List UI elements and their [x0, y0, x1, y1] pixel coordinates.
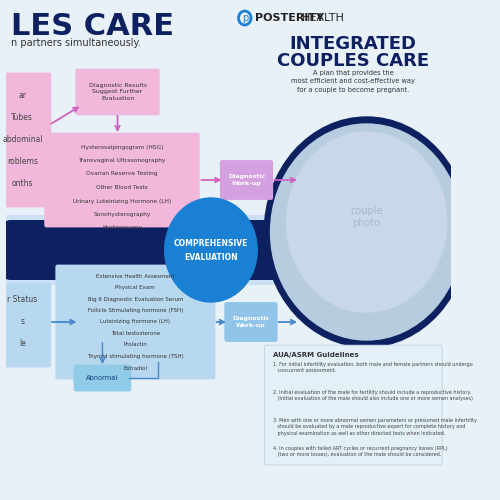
Text: Extensive Health Assesment: Extensive Health Assesment	[96, 274, 174, 278]
FancyBboxPatch shape	[0, 220, 458, 280]
Text: onths: onths	[12, 178, 33, 188]
Text: n partners simultaneously.: n partners simultaneously.	[11, 38, 140, 48]
FancyBboxPatch shape	[74, 364, 132, 392]
FancyBboxPatch shape	[0, 282, 51, 368]
FancyBboxPatch shape	[56, 264, 216, 380]
Text: Luteinizing Hormone (LH): Luteinizing Hormone (LH)	[100, 320, 170, 324]
Circle shape	[264, 117, 469, 347]
Text: COMPREHENSIVE: COMPREHENSIVE	[174, 240, 248, 248]
Text: Diagnostic
Work-up: Diagnostic Work-up	[232, 316, 270, 328]
Text: Big 6 Diagnostic Evaluation Serum: Big 6 Diagnostic Evaluation Serum	[88, 296, 183, 302]
Text: 2. Initial evaluation of the male for fertility should include a reproductive hi: 2. Initial evaluation of the male for fe…	[273, 390, 473, 402]
Text: Diagnostic Results
Suggest Further
Evaluation: Diagnostic Results Suggest Further Evalu…	[88, 84, 146, 100]
Text: Tubes: Tubes	[12, 112, 34, 122]
Text: A plan that provides the
most efficient and cost-effective way
for a couple to b: A plan that provides the most efficient …	[292, 70, 415, 93]
FancyBboxPatch shape	[220, 160, 273, 200]
Text: EVALUATION: EVALUATION	[184, 254, 238, 262]
Text: Physical Exam: Physical Exam	[116, 285, 155, 290]
FancyBboxPatch shape	[264, 345, 442, 465]
Text: 1. For initial infertility evaluation, both male and female partners should unde: 1. For initial infertility evaluation, b…	[273, 362, 473, 374]
Text: 3. Men with one or more abnormal semen parameters or presumed male infertility
 : 3. Men with one or more abnormal semen p…	[273, 418, 477, 436]
Text: Sonohysterography: Sonohysterography	[94, 212, 150, 217]
Text: Estradiol: Estradiol	[124, 366, 148, 370]
FancyBboxPatch shape	[76, 68, 160, 116]
Text: INTEGRATED: INTEGRATED	[290, 35, 417, 53]
Text: Transvaginal Ultrasonography: Transvaginal Ultrasonography	[78, 158, 166, 163]
FancyBboxPatch shape	[6, 215, 451, 285]
Circle shape	[164, 198, 257, 302]
Text: 4. In couples with failed ART cycles or recurrent pregnancy losses (RPL)
   (two: 4. In couples with failed ART cycles or …	[273, 446, 448, 458]
Text: p: p	[242, 13, 248, 23]
Text: Abnormal: Abnormal	[86, 375, 118, 381]
Text: POSTERITY: POSTERITY	[256, 13, 324, 23]
Text: r Status: r Status	[7, 296, 38, 304]
Circle shape	[270, 124, 462, 340]
Text: Diagnostic
Work-up: Diagnostic Work-up	[228, 174, 265, 186]
Text: Hysteroscopy: Hysteroscopy	[102, 226, 142, 230]
FancyBboxPatch shape	[44, 132, 200, 228]
FancyBboxPatch shape	[224, 302, 278, 342]
Text: abdominal: abdominal	[2, 134, 42, 143]
Text: ar: ar	[18, 90, 26, 100]
Text: s: s	[20, 318, 24, 326]
Text: Prolactin: Prolactin	[124, 342, 147, 347]
Text: Ovarian Reserve Testing: Ovarian Reserve Testing	[86, 172, 158, 176]
Text: Hysterosalpingogram (HSG): Hysterosalpingogram (HSG)	[80, 144, 164, 150]
FancyBboxPatch shape	[0, 72, 51, 208]
Circle shape	[286, 132, 446, 312]
Text: AUA/ASRM Guidelines: AUA/ASRM Guidelines	[273, 352, 359, 358]
Text: LES CARE: LES CARE	[11, 12, 174, 41]
Text: COUPLES CARE: COUPLES CARE	[277, 52, 430, 70]
Text: HEALTH: HEALTH	[302, 13, 344, 23]
Text: Other Blood Tests: Other Blood Tests	[96, 185, 148, 190]
Text: le: le	[19, 340, 26, 348]
Text: Total testosterone: Total testosterone	[110, 331, 160, 336]
Text: Follicle Stimulating hormone (FSH): Follicle Stimulating hormone (FSH)	[88, 308, 183, 313]
Text: roblems: roblems	[7, 156, 38, 166]
Text: Urinary Luteinizing Hormone (LH): Urinary Luteinizing Hormone (LH)	[73, 198, 171, 203]
Text: couple
photo: couple photo	[350, 206, 383, 228]
Text: Thyroid stimulating hormone (TSH): Thyroid stimulating hormone (TSH)	[87, 354, 184, 359]
